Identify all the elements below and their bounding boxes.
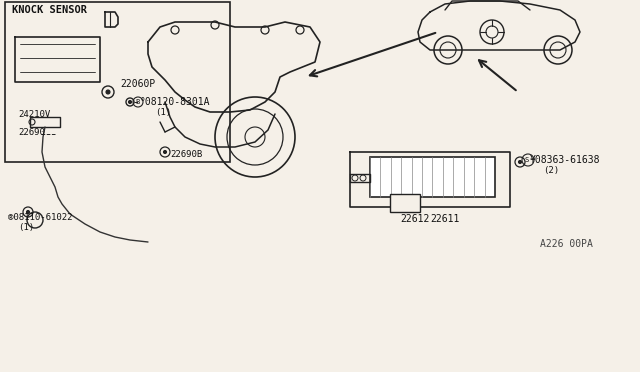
Text: 24210V: 24210V <box>18 109 51 119</box>
Text: 22690B: 22690B <box>170 150 202 158</box>
Text: 22690: 22690 <box>18 128 45 137</box>
Text: S: S <box>525 157 529 163</box>
Text: (2): (2) <box>543 166 559 174</box>
Text: A226 00PA: A226 00PA <box>540 239 593 249</box>
Text: (1): (1) <box>18 222 34 231</box>
Circle shape <box>106 90 110 94</box>
Text: 22060P: 22060P <box>120 79 156 89</box>
Circle shape <box>163 151 166 154</box>
Circle shape <box>26 211 29 214</box>
Text: KNOCK SENSOR: KNOCK SENSOR <box>12 5 87 15</box>
Text: ®08110-61022: ®08110-61022 <box>8 212 72 221</box>
Text: °08120-8301A: °08120-8301A <box>140 97 211 107</box>
Text: B: B <box>135 99 139 105</box>
Bar <box>370 157 495 197</box>
Bar <box>390 194 420 212</box>
Text: (1): (1) <box>155 108 171 116</box>
Text: 22611: 22611 <box>430 214 460 224</box>
Circle shape <box>129 100 131 103</box>
Circle shape <box>518 160 522 164</box>
Bar <box>5 2 230 162</box>
Text: ¥08363-61638: ¥08363-61638 <box>530 155 600 165</box>
Text: 22612: 22612 <box>400 214 429 224</box>
